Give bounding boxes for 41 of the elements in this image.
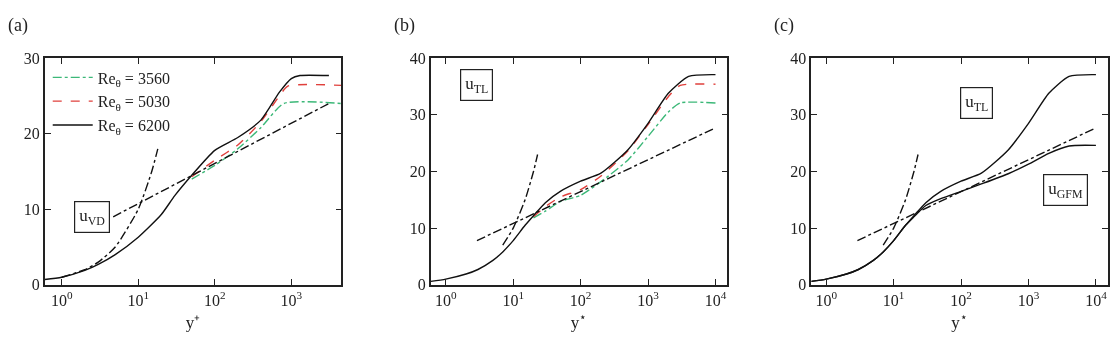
x-tick-label: 10$^{1}$	[882, 289, 905, 309]
chart-title: (a)	[8, 15, 28, 36]
annotation: u$_{GFM}$	[1048, 179, 1083, 201]
y-tick-label: 40	[409, 49, 426, 67]
y-tick-label: 0	[798, 276, 807, 294]
legend-label: Re$_{θ}$ = 3560	[97, 69, 170, 89]
y-tick-label: 40	[790, 49, 807, 67]
x-tick-label: 10$^{3}$	[1017, 289, 1040, 309]
legend-label: Re$_{θ}$ = 6200	[97, 117, 170, 137]
x-tick-label: 10$^{0}$	[434, 289, 457, 309]
x-tick-label: 10$^{4}$	[1085, 289, 1108, 309]
x-axis-title: y$^{⋆}$	[570, 309, 588, 332]
chart-title: (b)	[394, 15, 415, 36]
y-tick-label: 0	[417, 276, 426, 294]
y-tick-label: 20	[790, 163, 807, 181]
annotation: u$_{TL}$	[965, 92, 989, 114]
x-axis-title: y⁺	[185, 312, 201, 332]
y-tick-label: 10	[790, 219, 807, 237]
x-tick-label: 10$^{2}$	[569, 289, 592, 309]
x-tick-label: 10$^{3}$	[280, 289, 303, 309]
x-axis-title: y$^{⋆}$	[951, 309, 968, 332]
legend-label: Re$_{θ}$ = 5030	[97, 93, 170, 113]
y-tick-label: 10	[409, 219, 426, 237]
chart-title: (c)	[774, 15, 794, 36]
y-tick-label: 0	[31, 276, 40, 294]
x-tick-label: 10$^{2}$	[950, 289, 972, 309]
annotation: u$_{VD}$	[79, 206, 106, 228]
x-tick-label: 10$^{3}$	[637, 289, 660, 309]
y-tick-label: 30	[23, 49, 40, 67]
annotation: u$_{TL}$	[465, 74, 489, 96]
x-tick-label: 10$^{1}$	[127, 289, 150, 309]
y-tick-label: 20	[409, 163, 426, 181]
x-tick-label: 10$^{0}$	[815, 289, 838, 309]
x-tick-label: 10$^{1}$	[502, 289, 524, 309]
y-tick-label: 10	[23, 200, 40, 218]
y-tick-label: 30	[790, 106, 807, 124]
y-tick-label: 20	[23, 125, 40, 143]
y-tick-label: 30	[409, 106, 426, 124]
x-tick-label: 10$^{0}$	[50, 289, 73, 309]
x-tick-label: 10$^{4}$	[704, 289, 727, 309]
x-tick-label: 10$^{2}$	[203, 289, 226, 309]
